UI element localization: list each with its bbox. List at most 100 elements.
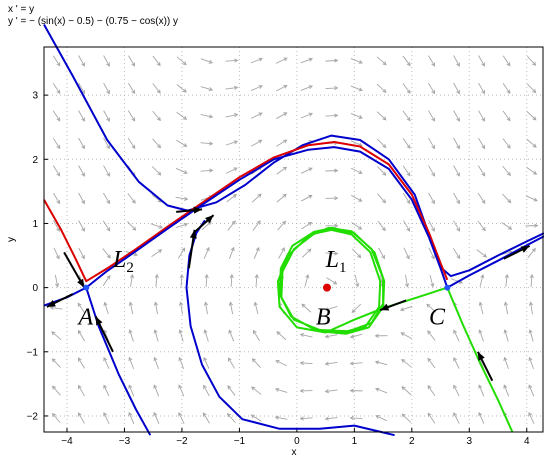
field-arrow <box>179 273 184 287</box>
field-arrow <box>77 302 86 314</box>
x-tick-label: 0 <box>294 436 300 447</box>
field-arrow <box>503 384 510 397</box>
field-arrow <box>175 222 189 228</box>
field-arrow <box>202 412 210 424</box>
field-arrow <box>200 114 214 119</box>
field-arrow <box>324 334 338 339</box>
field-arrow <box>401 386 412 396</box>
field-arrow <box>152 83 161 94</box>
field-arrow <box>78 55 85 67</box>
equilibrium-point-C <box>444 284 451 291</box>
field-arrow <box>526 166 538 175</box>
field-arrow <box>528 384 535 397</box>
field-arrow <box>453 110 460 122</box>
field-arrow <box>453 165 460 177</box>
field-arrow <box>103 110 110 122</box>
field-arrow <box>376 111 387 121</box>
field-arrow <box>200 86 214 92</box>
field-arrow <box>428 220 435 232</box>
field-arrow <box>52 412 61 424</box>
x-tick-label: 1 <box>352 436 358 447</box>
field-arrow <box>227 220 236 231</box>
field-arrow <box>300 194 313 202</box>
direction-arrow-head <box>77 278 85 288</box>
field-arrow <box>403 220 410 232</box>
field-arrow <box>150 223 164 229</box>
label-C: C <box>429 305 446 331</box>
label-A: A <box>76 305 93 331</box>
field-arrow <box>376 166 387 176</box>
field-arrow <box>153 329 159 342</box>
field-arrow <box>52 55 61 67</box>
field-arrow <box>478 411 485 424</box>
field-arrow <box>526 83 537 94</box>
field-arrow <box>151 249 163 258</box>
chart-title-block: x ' = y y ' = − (sin(x) − 0.5) − (0.75 −… <box>8 4 178 28</box>
field-arrow <box>276 112 288 120</box>
field-arrow <box>528 301 534 315</box>
field-arrow <box>225 113 239 118</box>
tick-labels-layer: −4 −3 −2 −1 0 1 2 3 4 −2 −1 0 1 2 3 <box>27 91 530 447</box>
field-arrow <box>251 358 261 368</box>
direction-arrow-head <box>95 316 103 326</box>
field-arrow <box>128 356 135 370</box>
field-arrow <box>153 301 158 315</box>
field-arrow <box>200 58 214 64</box>
field-arrow <box>399 305 413 312</box>
y-tick-label: 0 <box>32 283 38 294</box>
field-arrow <box>203 356 210 369</box>
field-arrow <box>376 138 387 149</box>
direction-arrow-head <box>193 206 203 214</box>
direction-arrow-head <box>380 303 390 311</box>
field-arrow <box>225 58 239 63</box>
field-arrow <box>178 411 185 424</box>
y-tick-label: 1 <box>32 219 38 230</box>
direction-arrows-layer <box>46 206 531 382</box>
field-arrow <box>178 329 184 342</box>
field-arrow <box>503 329 509 342</box>
x-tick-label: 4 <box>524 436 530 447</box>
field-arrow <box>278 247 285 259</box>
field-arrow <box>526 111 537 121</box>
field-arrow <box>127 137 136 150</box>
field-arrow <box>51 385 61 396</box>
y-axis-label: y <box>6 237 17 242</box>
trajectory-blue-3 <box>85 287 152 436</box>
field-arrow <box>151 166 162 176</box>
field-arrow <box>52 110 61 122</box>
field-arrow <box>201 221 212 231</box>
field-arrow <box>103 384 110 397</box>
field-arrow <box>274 387 288 393</box>
field-arrow <box>129 273 135 287</box>
field-arrow <box>525 195 538 202</box>
field-arrow <box>478 55 485 67</box>
equation-line-1: x ' = y <box>8 4 35 15</box>
field-arrow <box>103 82 110 95</box>
field-arrow <box>501 222 513 230</box>
field-arrow <box>504 273 509 287</box>
field-arrow <box>301 303 312 313</box>
field-arrow <box>428 165 435 177</box>
field-arrow <box>299 361 313 366</box>
field-arrow <box>253 246 260 259</box>
field-arrow <box>251 139 263 147</box>
plot-frame <box>43 46 544 433</box>
direction-arrow-head <box>46 300 56 307</box>
field-arrow <box>325 196 339 201</box>
field-arrow <box>477 165 486 177</box>
field-arrow <box>325 58 339 63</box>
field-arrow <box>304 274 310 287</box>
field-arrow <box>52 165 61 177</box>
field-arrow <box>253 301 259 315</box>
field-arrow <box>252 220 261 231</box>
field-arrow <box>374 360 388 366</box>
field-arrow <box>274 415 288 420</box>
field-arrow <box>52 82 61 95</box>
field-arrow <box>349 415 363 421</box>
field-arrow <box>203 246 210 259</box>
field-arrow <box>78 247 85 260</box>
label-subscript: 2 <box>126 260 134 276</box>
field-arrow <box>428 82 436 95</box>
field-arrow <box>528 411 535 424</box>
